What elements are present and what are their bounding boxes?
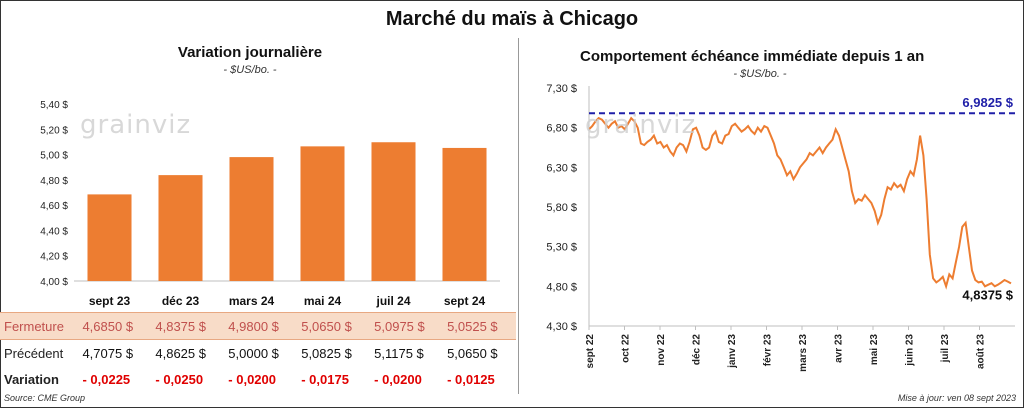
bar [229, 157, 274, 281]
reference-label: 6,9825 $ [962, 95, 1013, 110]
y-tick-label: 4,40 $ [40, 226, 68, 237]
x-tick-label: sept 24 [444, 294, 486, 308]
row-label: Fermeture [0, 312, 79, 340]
table-row-variation: Variation - 0,0225 - 0,0250 - 0,0200 - 0… [0, 366, 516, 392]
x-tick-label: avr 23 [834, 334, 845, 363]
table-cell: 5,0825 $ [301, 345, 352, 361]
y-tick-label: 4,80 $ [546, 281, 577, 293]
y-tick-label: 4,20 $ [40, 252, 68, 263]
table-cell: 5,0650 $ [447, 345, 498, 361]
right-panel-subtitle: - $US/bo. - [733, 68, 787, 80]
x-tick-label: déc 23 [162, 294, 200, 308]
y-tick-label: 5,80 $ [546, 202, 577, 214]
bar [300, 146, 345, 281]
x-tick-label: août 23 [976, 334, 987, 369]
table-row-fermeture: Fermeture 4,6850 $ 4,8375 $ 4,9800 $ 5,0… [0, 312, 516, 340]
x-tick-label: juin 23 [905, 334, 916, 367]
y-tick-label: 6,80 $ [546, 123, 577, 135]
x-tick-label: juil 24 [375, 294, 410, 308]
y-tick-label: 5,30 $ [546, 242, 577, 254]
x-tick-label: sept 23 [89, 294, 131, 308]
table-cell: 4,8375 $ [151, 312, 225, 340]
table-cell: - 0,0200 [228, 371, 276, 387]
table-cell: 5,0000 $ [228, 345, 279, 361]
x-tick-label: mars 24 [229, 294, 275, 308]
table-cell: 5,1175 $ [374, 345, 424, 361]
x-tick-label: déc 22 [692, 334, 703, 366]
table-cell: 4,8625 $ [155, 345, 206, 361]
x-tick-label: sept 22 [585, 334, 596, 369]
last-value-label: 4,8375 $ [962, 287, 1013, 302]
bar [158, 175, 203, 281]
table-cell: - 0,0125 [447, 371, 495, 387]
y-tick-label: 4,80 $ [40, 176, 68, 187]
y-tick-label: 5,40 $ [40, 100, 68, 111]
table-cell: 5,0650 $ [297, 312, 371, 340]
table-cell: 4,9800 $ [224, 312, 298, 340]
left-bar-chart: 4,00 $ 4,20 $ 4,40 $ 4,60 $ 4,80 $ 5,00 $ 5,20… [40, 100, 500, 308]
y-tick-label: 4,00 $ [40, 277, 68, 288]
bar [87, 194, 132, 281]
y-tick-label: 4,30 $ [546, 321, 577, 333]
x-tick-label: janv 23 [727, 334, 738, 369]
right-line-chart: 4,30 $ 4,80 $ 5,30 $ 5,80 $ 6,30 $ 6,80 $ 7,30… [546, 83, 1015, 372]
y-tick-label: 4,60 $ [40, 201, 68, 212]
table-cell: 4,7075 $ [82, 345, 134, 361]
table-cell: 5,0525 $ [443, 312, 516, 340]
x-tick-label: nov 22 [656, 334, 667, 366]
y-tick-label: 7,30 $ [546, 83, 577, 95]
table-cell: 4,6850 $ [78, 312, 152, 340]
table-row-precedent: Précédent 4,7075 $ 4,8625 $ 5,0000 $ 5,0… [0, 340, 516, 367]
bar [371, 142, 416, 281]
left-panel-subtitle: - $US/bo. - [223, 64, 277, 76]
watermark-left: grainviz [80, 110, 192, 140]
watermark-right: grainviz [585, 110, 697, 140]
y-tick-label: 5,00 $ [40, 151, 68, 162]
price-table: Fermeture 4,6850 $ 4,8375 $ 4,9800 $ 5,0… [0, 312, 516, 392]
table-cell: - 0,0250 [155, 371, 204, 387]
table-cell: - 0,0175 [301, 371, 349, 387]
left-panel-title: Variation journalière [177, 44, 323, 61]
table-cell: 5,0975 $ [370, 312, 444, 340]
x-tick-label: mai 24 [304, 294, 342, 308]
table-cell: - 0,0200 [374, 371, 422, 387]
x-tick-label: févr 23 [763, 334, 774, 367]
x-tick-label: mai 23 [869, 334, 880, 366]
y-tick-label: 5,20 $ [40, 125, 68, 136]
y-tick-label: 6,30 $ [546, 162, 577, 174]
x-tick-label: juil 23 [940, 334, 951, 364]
series-line [588, 116, 1012, 290]
row-label: Variation [4, 371, 59, 387]
table-cell: - 0,0225 [82, 371, 131, 387]
panel-divider [518, 38, 519, 394]
bar [442, 147, 487, 281]
right-panel-title: Comportement échéance immédiate depuis 1… [580, 48, 925, 65]
page-title: Marché du maïs à Chicago [385, 8, 639, 30]
x-tick-label: oct 22 [621, 334, 632, 363]
source-note: Source: CME Group [4, 393, 86, 403]
update-note: Mise à jour: ven 08 sept 2023 [897, 393, 1016, 403]
x-tick-label: mars 23 [798, 334, 809, 372]
row-label: Précédent [4, 345, 64, 361]
